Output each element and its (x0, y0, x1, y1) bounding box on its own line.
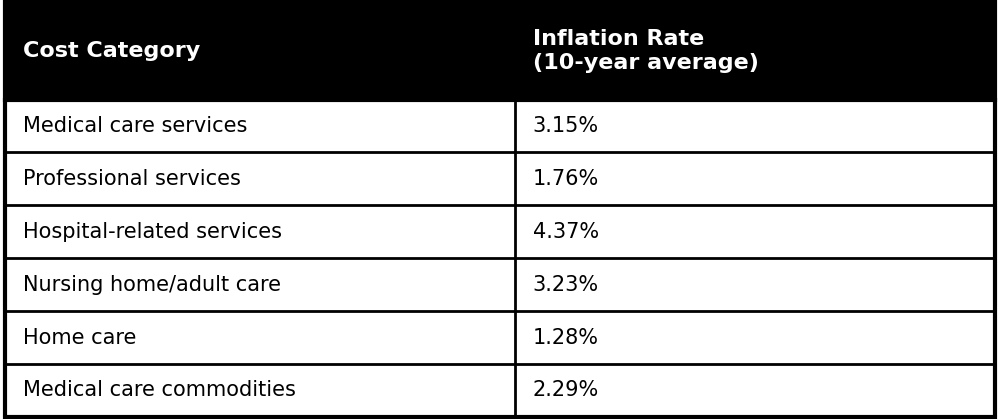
Bar (5, 364, 995, 417)
Text: Cost Category: Cost Category (23, 41, 200, 61)
Bar (5, 311, 995, 364)
Bar (5, 153, 995, 205)
Text: 1.28%: 1.28% (533, 328, 599, 348)
Text: 2.29%: 2.29% (533, 380, 599, 401)
Text: Nursing home/adult care: Nursing home/adult care (23, 275, 281, 295)
Text: 1.76%: 1.76% (533, 169, 599, 189)
Bar (5, 100, 995, 153)
Text: Home care: Home care (23, 328, 136, 348)
Text: Medical care services: Medical care services (23, 116, 247, 136)
Text: 3.23%: 3.23% (533, 275, 599, 295)
Text: Hospital-related services: Hospital-related services (23, 222, 282, 242)
Bar (5, 258, 995, 311)
Text: 4.37%: 4.37% (533, 222, 599, 242)
Text: Professional services: Professional services (23, 169, 241, 189)
Text: Medical care commodities: Medical care commodities (23, 380, 296, 401)
Text: Inflation Rate
(10-year average): Inflation Rate (10-year average) (533, 29, 759, 73)
Bar (5, 2, 995, 100)
Bar (5, 205, 995, 258)
Text: 3.15%: 3.15% (533, 116, 599, 136)
